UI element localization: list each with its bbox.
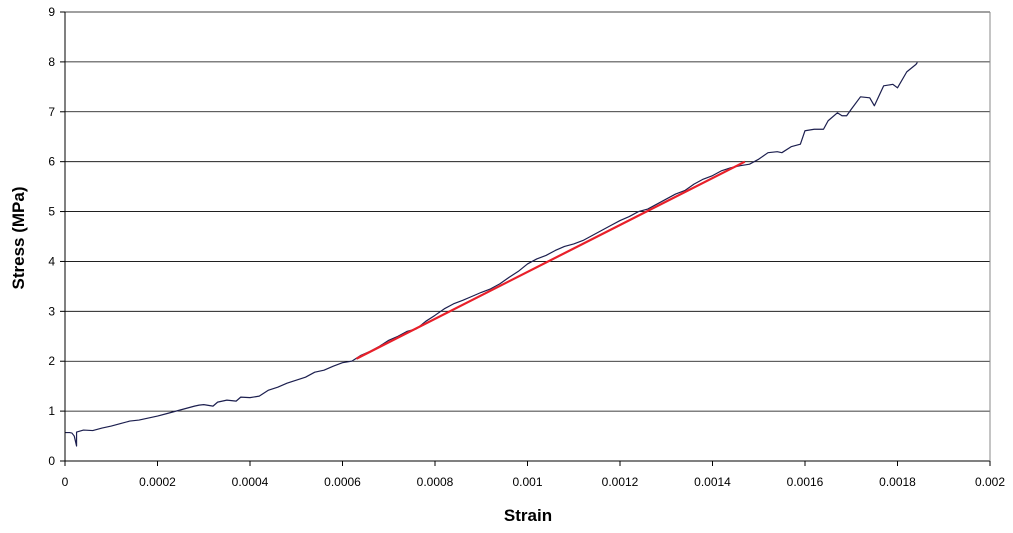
stress-strain-curve <box>65 62 918 447</box>
y-tick-label: 4 <box>48 254 55 268</box>
y-tick-label: 0 <box>48 454 55 468</box>
x-tick-label: 0.0008 <box>417 475 454 489</box>
x-axis-title: Strain <box>504 506 552 525</box>
x-tick-label: 0.0016 <box>787 475 824 489</box>
x-tick-label: 0.002 <box>975 475 1005 489</box>
y-tick-label: 3 <box>48 304 55 318</box>
y-tick-label: 2 <box>48 354 55 368</box>
y-tick-label: 6 <box>48 155 55 169</box>
x-tick-label: 0.001 <box>512 475 542 489</box>
x-tick-label: 0.0014 <box>694 475 731 489</box>
tick-labels: 0 0.0002 0.0004 0.0006 0.0008 0.001 0.0012 0.00… <box>48 5 1005 489</box>
x-tick-label: 0.0004 <box>232 475 269 489</box>
y-tick-label: 7 <box>48 105 55 119</box>
data-series <box>65 62 918 447</box>
gridlines <box>65 11 990 412</box>
x-tick-label: 0.0018 <box>879 475 916 489</box>
x-tick-label: 0.0002 <box>139 475 176 489</box>
y-tick-label: 9 <box>48 5 55 19</box>
y-tick-label: 8 <box>48 55 55 69</box>
x-tick-label: 0 <box>62 475 69 489</box>
y-tick-label: 5 <box>48 205 55 219</box>
x-tick-label: 0.0012 <box>602 475 639 489</box>
x-tick-label: 0.0006 <box>324 475 361 489</box>
y-tick-label: 1 <box>48 404 55 418</box>
linear-fit-line <box>355 160 746 360</box>
axes <box>60 11 991 466</box>
y-axis-title: Stress (MPa) <box>9 187 28 290</box>
